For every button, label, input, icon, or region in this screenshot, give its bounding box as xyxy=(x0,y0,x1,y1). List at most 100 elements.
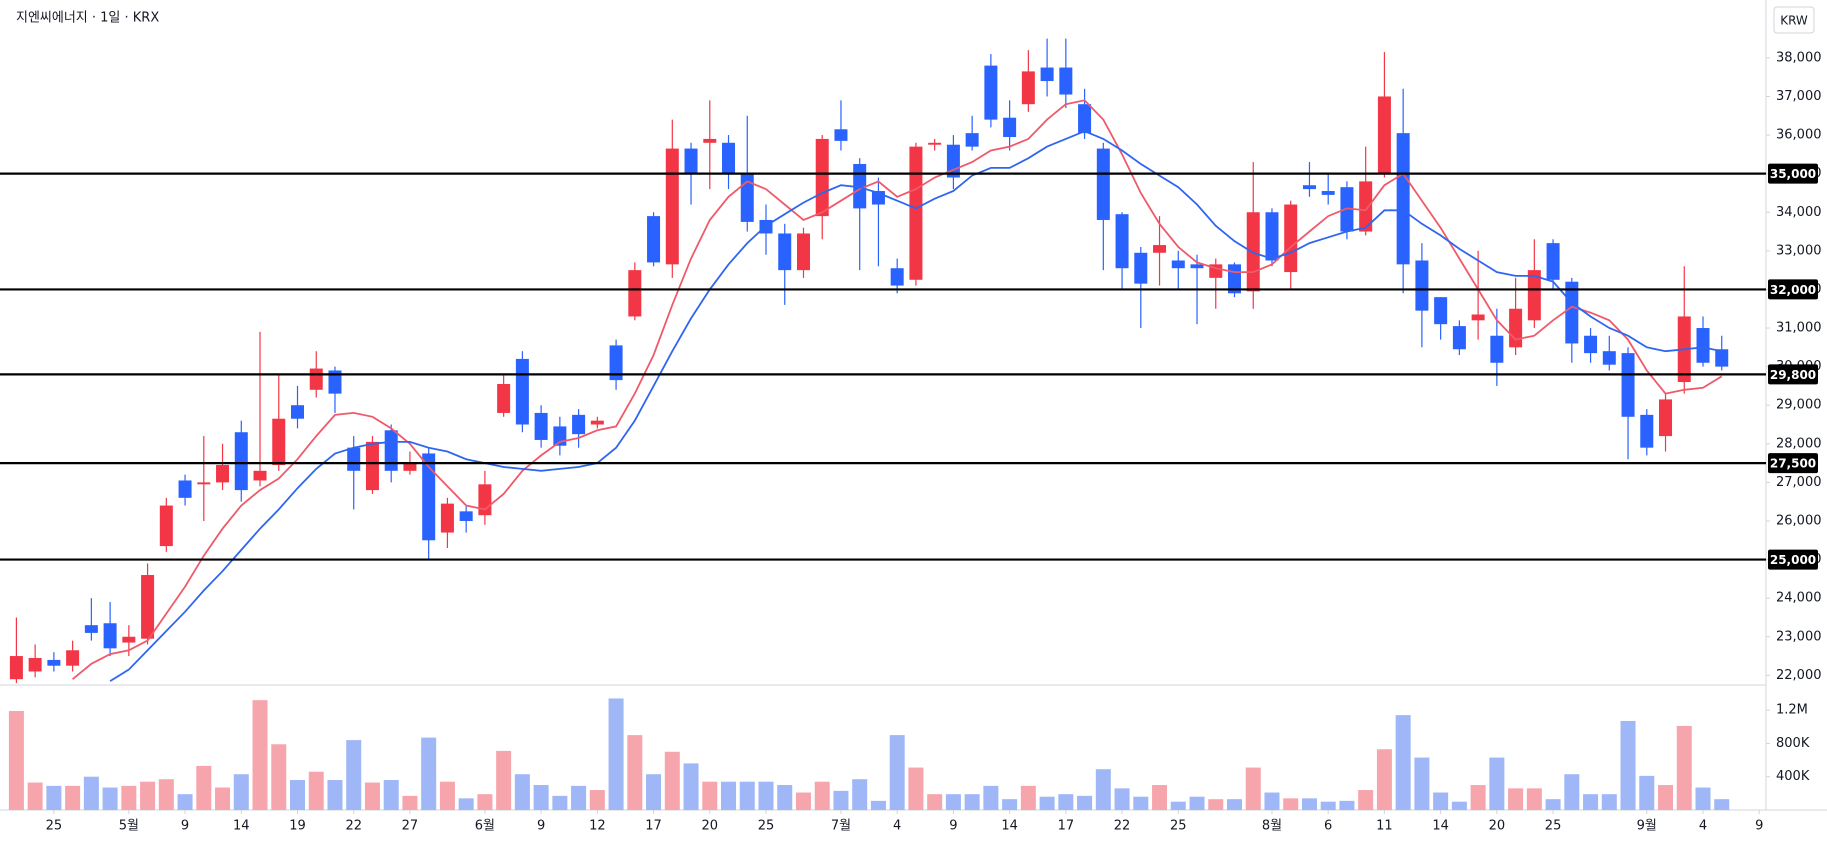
candle-body xyxy=(1059,67,1073,95)
candle-body xyxy=(1321,191,1335,195)
x-tick-label: 25 xyxy=(758,819,775,834)
level-label: 25,000 xyxy=(1770,553,1816,567)
volume-bar xyxy=(1227,799,1242,810)
volume-bar xyxy=(758,781,774,810)
volume-bar xyxy=(1658,785,1674,810)
volume-bar xyxy=(1508,788,1524,810)
volume-bar xyxy=(1695,787,1711,810)
candle-body xyxy=(440,503,454,533)
volume-bar xyxy=(290,780,305,810)
volume-bar xyxy=(945,794,961,810)
candle-body xyxy=(740,173,754,222)
volume-tick-label: 800K xyxy=(1776,736,1810,751)
volume-bar xyxy=(1320,801,1336,810)
volume-bar xyxy=(983,785,999,810)
candle-body xyxy=(965,133,979,147)
y-tick-label: 36,000 xyxy=(1776,128,1822,143)
volume-bar xyxy=(1152,785,1168,810)
volume-bar xyxy=(327,780,343,810)
volume-bar xyxy=(1077,795,1093,810)
volume-bar xyxy=(589,790,605,810)
volume-tick-label: 1.2M xyxy=(1776,703,1808,718)
x-tick-label: 14 xyxy=(1001,819,1018,834)
volume-bar xyxy=(608,698,624,810)
candle-body xyxy=(1302,185,1316,190)
x-tick-label: 12 xyxy=(589,819,606,834)
candle-body xyxy=(403,463,417,471)
moving-average-line xyxy=(109,130,1722,682)
volume-bar xyxy=(1245,767,1261,810)
volume-bar xyxy=(964,794,980,810)
candle-body xyxy=(1546,243,1560,280)
x-tick-label: 6월 xyxy=(475,819,495,834)
x-tick-label: 19 xyxy=(289,819,306,834)
volume-bar xyxy=(927,794,943,810)
candle-body xyxy=(216,465,230,483)
volume-bar xyxy=(533,785,549,810)
candle-body xyxy=(1115,214,1129,269)
candle-body xyxy=(253,470,267,481)
x-tick-label: 4 xyxy=(893,819,901,834)
volume-bar xyxy=(65,785,81,810)
volume-bar xyxy=(477,794,493,810)
volume-bar xyxy=(458,798,474,810)
moving-average-line xyxy=(72,99,1723,680)
candle-body xyxy=(796,233,810,271)
volume-bar xyxy=(46,785,62,810)
volume-bar xyxy=(233,774,249,810)
candle-body xyxy=(1527,270,1541,321)
level-label-box xyxy=(1768,364,1818,385)
x-tick-label: 27 xyxy=(402,819,419,834)
candle-body xyxy=(609,345,623,381)
y-tick-label: 37,000 xyxy=(1776,89,1822,104)
volume-bar xyxy=(1020,785,1036,810)
candle-body xyxy=(1021,71,1035,105)
volume-bar xyxy=(140,781,156,810)
x-tick-label: 17 xyxy=(645,819,662,834)
volume-bar xyxy=(1714,799,1730,810)
candle-body xyxy=(422,453,436,541)
candle-body xyxy=(1452,326,1466,350)
volume-bar xyxy=(346,740,362,810)
chart-title: 지엔씨에너지 · 1일 · KRX xyxy=(16,11,159,26)
volume-bar xyxy=(1545,799,1561,810)
x-tick-label: 5월 xyxy=(119,819,139,834)
y-tick-label: 33,000 xyxy=(1776,243,1822,258)
candle-body xyxy=(1396,133,1410,265)
candle-body xyxy=(1003,117,1017,137)
x-tick-label: 7월 xyxy=(831,819,851,834)
candle-body xyxy=(890,268,904,286)
candle-body xyxy=(459,511,473,521)
x-tick-label: 25 xyxy=(1545,819,1562,834)
volume-bar xyxy=(1170,801,1186,810)
candle-body xyxy=(1640,414,1654,448)
y-tick-label: 34,000 xyxy=(1776,205,1822,220)
candle-body xyxy=(572,414,586,435)
volume-bar xyxy=(1451,801,1467,810)
x-tick-label: 9 xyxy=(1755,819,1763,834)
candle-body xyxy=(1096,148,1110,220)
candle-body xyxy=(1153,245,1167,253)
candle-body xyxy=(178,480,192,498)
volume-bar xyxy=(627,735,643,810)
x-tick-label: 25 xyxy=(46,819,63,834)
candle-body xyxy=(1134,252,1148,284)
volume-bar xyxy=(1358,790,1374,810)
volume-bar xyxy=(102,787,118,810)
volume-bar xyxy=(1189,796,1205,810)
candle-body xyxy=(1078,104,1092,134)
candle-body xyxy=(1621,353,1635,417)
candle-body xyxy=(272,418,286,466)
x-tick-label: 25 xyxy=(1170,819,1187,834)
level-label: 27,500 xyxy=(1770,457,1816,471)
candle-body xyxy=(928,142,942,145)
candle-body xyxy=(234,432,248,491)
volume-bar xyxy=(27,782,43,810)
volume-bar xyxy=(1095,769,1111,810)
x-tick-label: 22 xyxy=(1114,819,1131,834)
x-tick-label: 20 xyxy=(1489,819,1506,834)
y-tick-label: 31,000 xyxy=(1776,321,1822,336)
volume-bar xyxy=(870,800,886,810)
candle-body xyxy=(309,368,323,390)
